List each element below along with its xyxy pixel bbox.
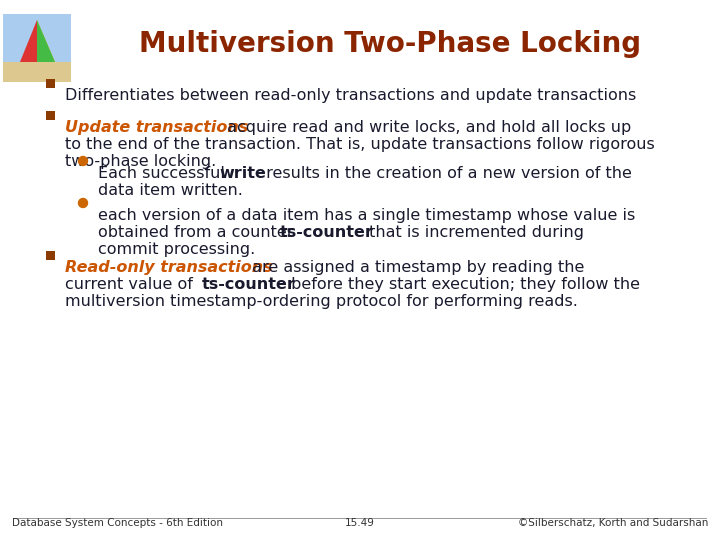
Text: Each successful: Each successful [98, 166, 230, 181]
Text: data item written.: data item written. [98, 183, 243, 198]
Text: current value of: current value of [65, 277, 203, 292]
FancyBboxPatch shape [45, 78, 55, 87]
Polygon shape [20, 20, 37, 62]
Text: commit processing.: commit processing. [98, 242, 256, 257]
FancyBboxPatch shape [3, 62, 71, 82]
Text: ©Silberschatz, Korth and Sudarshan: ©Silberschatz, Korth and Sudarshan [518, 518, 708, 528]
Polygon shape [37, 20, 55, 62]
FancyBboxPatch shape [45, 111, 55, 119]
Circle shape [78, 157, 88, 165]
FancyBboxPatch shape [45, 251, 55, 260]
Text: are assigned a timestamp by reading the: are assigned a timestamp by reading the [247, 260, 585, 275]
Text: ts-counter: ts-counter [202, 277, 295, 292]
Polygon shape [37, 20, 55, 62]
Circle shape [78, 199, 88, 207]
Text: two-phase locking.: two-phase locking. [65, 154, 216, 169]
Text: to the end of the transaction. That is, update transactions follow rigorous: to the end of the transaction. That is, … [65, 137, 654, 152]
Text: acquire read and write locks, and hold all locks up: acquire read and write locks, and hold a… [222, 120, 631, 135]
Text: Differentiates between read-only transactions and update transactions: Differentiates between read-only transac… [65, 88, 636, 103]
Text: results in the creation of a new version of the: results in the creation of a new version… [261, 166, 632, 181]
Text: obtained from a counter: obtained from a counter [98, 225, 299, 240]
Text: multiversion timestamp-ordering protocol for performing reads.: multiversion timestamp-ordering protocol… [65, 294, 578, 309]
Text: ts-counter: ts-counter [280, 225, 374, 240]
Text: Multiversion Two-Phase Locking: Multiversion Two-Phase Locking [139, 30, 641, 58]
Text: each version of a data item has a single timestamp whose value is: each version of a data item has a single… [98, 208, 635, 223]
Text: Read-only transactions: Read-only transactions [65, 260, 273, 275]
Text: write: write [220, 166, 266, 181]
FancyBboxPatch shape [3, 14, 71, 82]
Text: that is incremented during: that is incremented during [364, 225, 584, 240]
Text: Update transactions: Update transactions [65, 120, 248, 135]
Text: 15.49: 15.49 [345, 518, 375, 528]
Text: Database System Concepts - 6th Edition: Database System Concepts - 6th Edition [12, 518, 223, 528]
Text: before they start execution; they follow the: before they start execution; they follow… [286, 277, 639, 292]
